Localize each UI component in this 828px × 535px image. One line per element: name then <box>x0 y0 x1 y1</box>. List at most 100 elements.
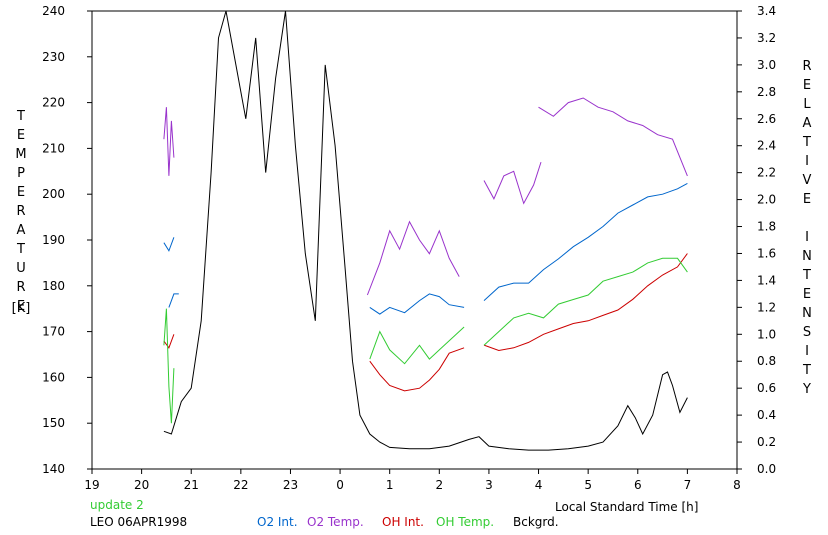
x-tick-label: 4 <box>535 478 543 492</box>
series-o2-int-line <box>483 182 688 301</box>
legend-o2-int: O2 Int. <box>257 515 298 529</box>
axis-label-letter: E <box>16 128 26 143</box>
x-tick-label: 19 <box>84 478 99 492</box>
x-tick-label: 2 <box>435 478 443 492</box>
series-o2-int-line <box>163 237 175 252</box>
y-left-tick-label: 170 <box>42 325 65 339</box>
axis-label-letter: A <box>802 116 812 131</box>
y-right-tick-label: 1.6 <box>757 246 776 260</box>
x-tick-label: 3 <box>485 478 493 492</box>
series-o2-temp-line <box>163 107 175 176</box>
y-left-tick-label: 190 <box>42 233 65 247</box>
legend-o2-temp: O2 Temp. <box>307 515 364 529</box>
y-left-tick-label: 150 <box>42 416 65 430</box>
tick-labels: 19 20 21 22 23 0 1 2 3 4 5 6 7 8140150160170180190200… <box>42 4 776 492</box>
series-o2-temp-line <box>538 97 688 177</box>
axis-label-letter: N <box>802 306 812 321</box>
x-axis-label: Local Standard Time [h] <box>555 500 699 514</box>
legend-oh-temp: OH Temp. <box>436 515 495 529</box>
axis-label-letter: A <box>16 223 26 238</box>
y-right-tick-label: 2.0 <box>757 193 776 207</box>
series-oh-int-line <box>163 334 175 349</box>
series-layer <box>163 10 688 451</box>
legend-oh-int: OH Int. <box>382 515 424 529</box>
y-right-tick-label: 1.8 <box>757 220 776 234</box>
y-left-tick-label: 230 <box>42 50 65 64</box>
series-o2-int-line <box>168 293 179 308</box>
series-oh-temp-line <box>369 326 465 365</box>
y-right-tick-label: 2.8 <box>757 85 776 99</box>
series-oh-temp-line <box>483 257 688 346</box>
y-right-tick-label: 0.0 <box>757 462 776 476</box>
x-tick-label: 5 <box>584 478 592 492</box>
axis-label-letter: Y <box>803 382 811 397</box>
x-tick-label: 7 <box>684 478 692 492</box>
axis-label-letter: I <box>805 154 809 169</box>
y-left-tick-label: 180 <box>42 279 65 293</box>
axis-label-letter: M <box>15 147 27 162</box>
x-tick-label: 8 <box>733 478 741 492</box>
legend-bckgrd: Bckgrd. <box>513 515 559 529</box>
axis-label-letter: I <box>805 230 809 245</box>
y-right-tick-label: 2.4 <box>757 139 776 153</box>
y-left-tick-label: 140 <box>42 462 65 476</box>
axis-label-letter: E <box>16 299 26 314</box>
y-right-tick-label: 0.6 <box>757 381 776 395</box>
y-left-tick-label: 200 <box>42 187 65 201</box>
axes <box>87 10 742 474</box>
y-right-tick-label: 0.4 <box>757 408 776 422</box>
station-label: LEO 06APR1998 <box>90 515 188 529</box>
axis-label-letter: R <box>16 280 26 295</box>
axis-label-letter: T <box>17 242 25 257</box>
y-right-tick-label: 1.2 <box>757 300 776 314</box>
x-tick-label: 1 <box>386 478 394 492</box>
axis-label-letter: E <box>802 192 812 207</box>
y-right-tick-label: 3.2 <box>757 31 776 45</box>
x-tick-label: 6 <box>634 478 642 492</box>
y-right-tick-label: 0.2 <box>757 435 776 449</box>
y-right-tick-label: 0.8 <box>757 354 776 368</box>
axis-label-letter: U <box>16 261 26 276</box>
axis-label-letter: L <box>803 97 811 112</box>
y-right-tick-label: 2.2 <box>757 166 776 180</box>
series-o2-temp-line <box>366 220 460 296</box>
axis-label-letter: E <box>802 287 812 302</box>
y-right-tick-label: 3.4 <box>757 4 776 18</box>
x-tick-label: 0 <box>336 478 344 492</box>
axis-label-letter: E <box>802 78 812 93</box>
axis-label-letter: E <box>16 185 26 200</box>
axis-label-letter: P <box>17 166 25 181</box>
axis-label-letter <box>798 209 816 228</box>
series-o2-int-line <box>369 293 465 315</box>
axis-label-letter: I <box>805 344 809 359</box>
x-tick-label: 21 <box>184 478 199 492</box>
series-oh-temp-line <box>163 308 175 424</box>
axis-label-letter: T <box>803 363 811 378</box>
x-tick-label: 22 <box>233 478 248 492</box>
series-oh-int-line <box>369 347 465 392</box>
series-oh-int-line <box>483 253 688 352</box>
y-left-tick-label: 160 <box>42 370 65 384</box>
y-left-tick-label: 220 <box>42 96 65 110</box>
axis-label-letter: N <box>802 249 812 264</box>
y-axis-left-unit: [K] <box>11 301 31 316</box>
y-left-tick-label: 210 <box>42 141 65 155</box>
y-right-tick-label: 2.6 <box>757 112 776 126</box>
y-right-tick-label: 1.4 <box>757 273 776 287</box>
y-right-tick-label: 1.0 <box>757 327 776 341</box>
axis-label-letter: V <box>802 173 812 188</box>
axis-label-letter: S <box>802 325 812 340</box>
y-left-tick-label: 240 <box>42 4 65 18</box>
x-tick-label: 23 <box>283 478 298 492</box>
axis-label-letter: T <box>803 268 811 283</box>
annotation-update: update 2 <box>90 498 144 512</box>
axis-label-letter: R <box>802 59 812 74</box>
y-right-tick-label: 3.0 <box>757 58 776 72</box>
axis-label-letter: T <box>803 135 811 150</box>
series-o2-temp-line <box>483 161 542 205</box>
x-tick-label: 20 <box>134 478 149 492</box>
axis-label-letter: T <box>17 109 25 124</box>
